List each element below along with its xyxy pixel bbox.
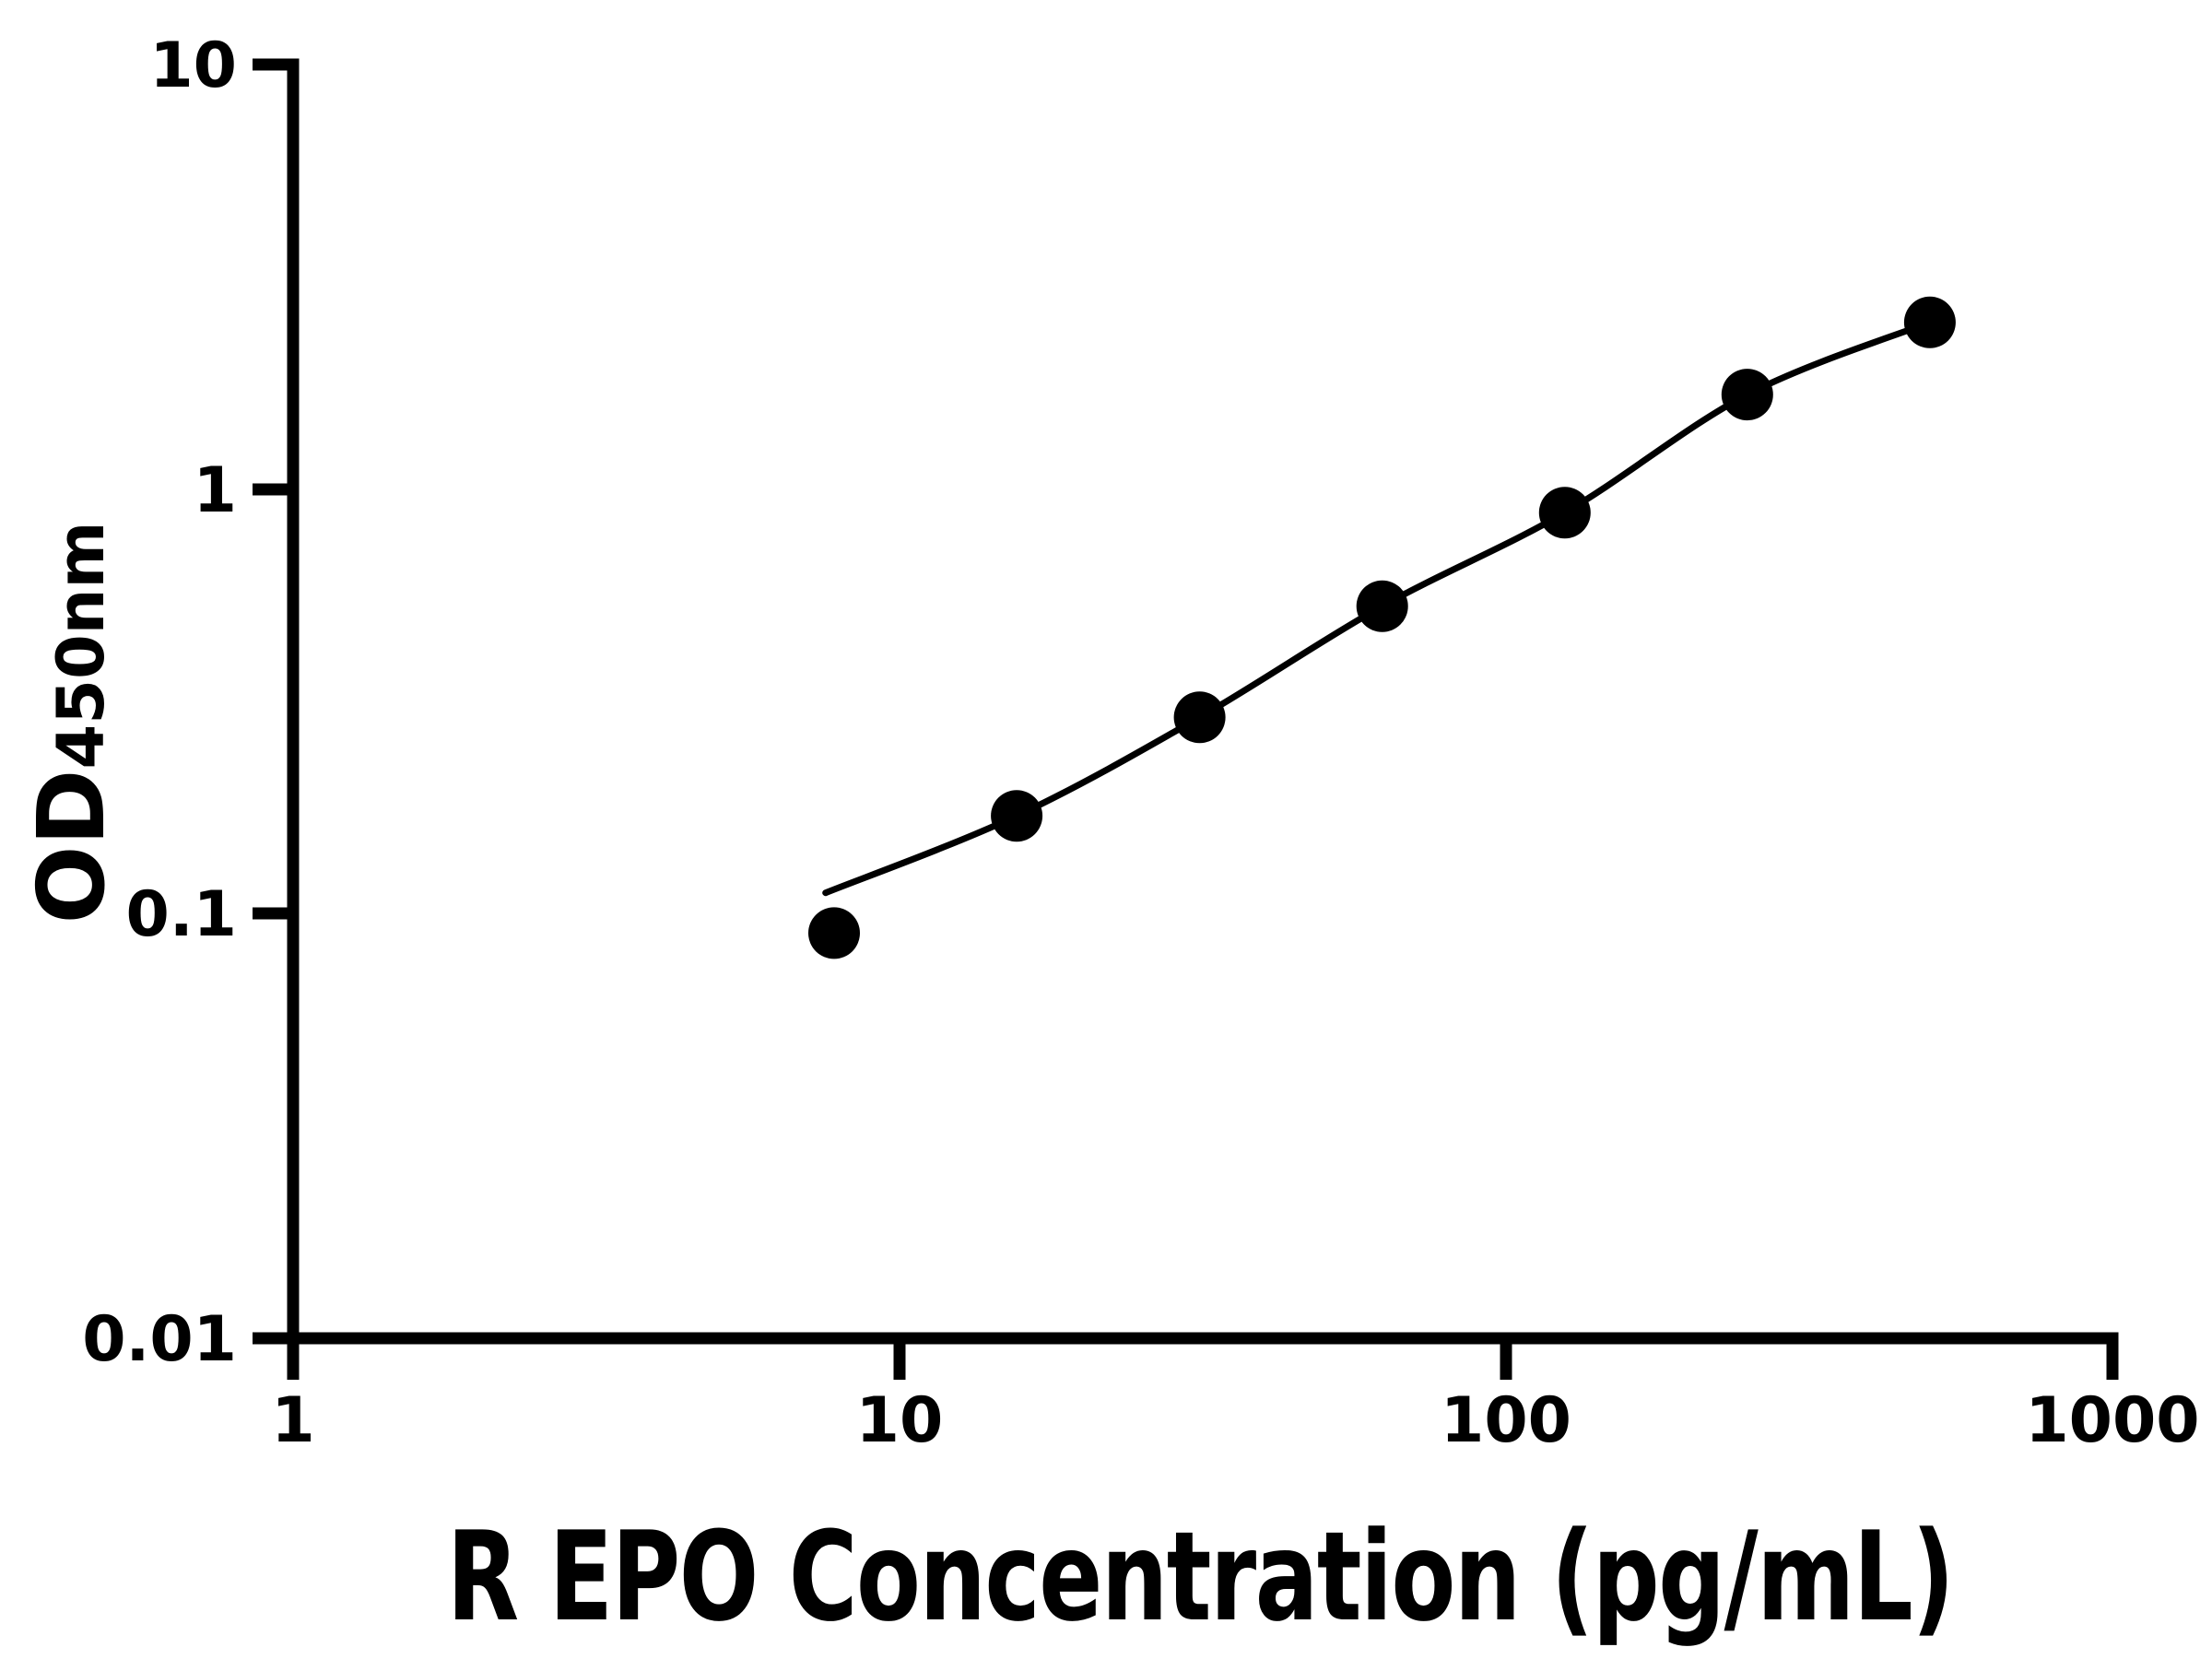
data-point	[1721, 369, 1773, 421]
data-point	[1538, 487, 1591, 539]
x-tick-label: 100	[1441, 1384, 1571, 1457]
data-point	[991, 790, 1043, 842]
data-points	[808, 296, 1956, 959]
x-axis: 1 10 100 1000	[271, 1332, 2200, 1457]
x-tick-label: 10	[856, 1384, 944, 1457]
y-axis: 10 1 0.1 0.01	[82, 29, 300, 1376]
y-tick-label: 0.1	[126, 878, 237, 951]
x-axis-title-text: R EPO Concentration (pg/mL)	[446, 1505, 1955, 1649]
data-point	[808, 907, 860, 959]
y-tick-label: 1	[194, 454, 237, 527]
data-point	[1173, 691, 1226, 744]
data-point	[1903, 296, 1956, 348]
y-axis-title: OD450nm	[18, 521, 125, 924]
x-tick-label: 1	[271, 1384, 314, 1457]
y-axis-title-text: OD	[18, 769, 125, 924]
y-tick-label: 0.01	[82, 1303, 237, 1376]
y-tick-label: 10	[149, 29, 237, 102]
x-axis-title: R EPO Concentration (pg/mL)	[447, 1515, 1955, 1639]
data-point	[1356, 580, 1408, 632]
x-tick-label: 1000	[2025, 1384, 2199, 1457]
y-axis-title-subscript: 450nm	[43, 521, 119, 770]
